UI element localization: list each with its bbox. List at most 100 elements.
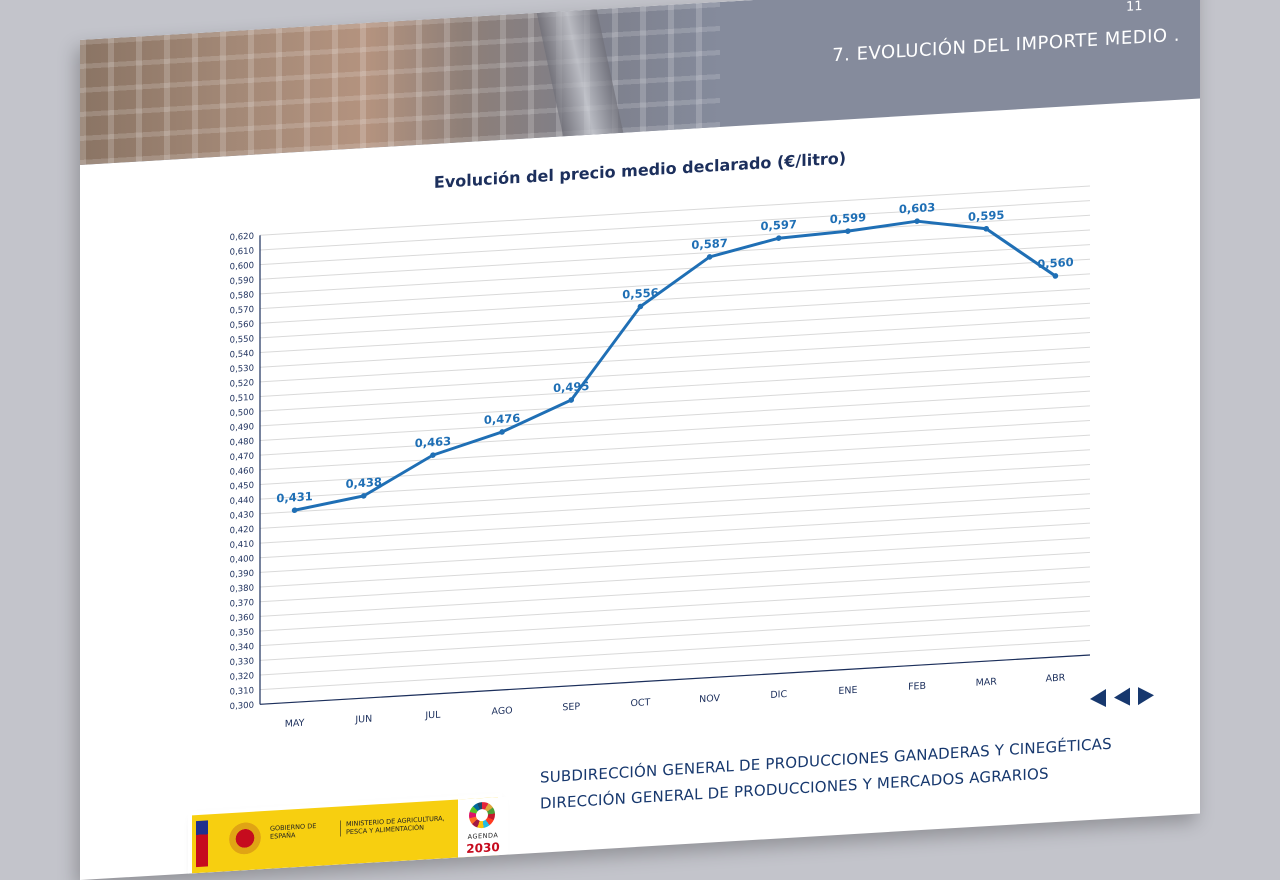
coat-of-arms-icon xyxy=(228,821,262,860)
gridline xyxy=(260,317,1090,368)
data-point xyxy=(983,225,990,232)
gridline xyxy=(260,595,1090,647)
y-tick-label: 0,510 xyxy=(230,393,254,404)
gridline xyxy=(260,390,1090,441)
data-point xyxy=(360,493,367,499)
data-labels: 0,431 0,438 0,463 0,476 0,495 0,556 0,587 0,597… xyxy=(276,200,1073,505)
gridline xyxy=(260,493,1090,544)
y-tick-label: 0,300 xyxy=(230,701,254,712)
first-page-icon[interactable] xyxy=(1090,689,1106,708)
y-tick-label: 0,400 xyxy=(230,554,254,565)
x-tick-label: JUN xyxy=(354,714,372,726)
gridline xyxy=(260,229,1090,280)
y-tick-label: 0,570 xyxy=(230,305,254,316)
data-label: 0,587 xyxy=(691,236,727,252)
gridline xyxy=(260,346,1090,398)
agenda-2030-badge: AGENDA 2030 xyxy=(458,796,508,858)
y-tick-label: 0,320 xyxy=(230,671,254,682)
data-label: 0,595 xyxy=(968,208,1004,224)
y-tick-label: 0,540 xyxy=(230,349,254,360)
y-tick-label: 0,580 xyxy=(230,290,254,301)
y-tick-label: 0,480 xyxy=(230,437,254,448)
data-point xyxy=(1052,273,1059,279)
series-line xyxy=(294,219,1057,512)
gridline xyxy=(260,332,1090,383)
y-tick-label: 0,340 xyxy=(230,642,254,653)
agenda-year: 2030 xyxy=(466,840,500,857)
y-tick-label: 0,310 xyxy=(230,686,254,697)
data-point xyxy=(499,429,505,435)
y-tick-label: 0,600 xyxy=(230,261,254,272)
gridline xyxy=(260,537,1090,588)
gridline xyxy=(260,507,1090,559)
data-label: 0,560 xyxy=(1037,255,1073,271)
y-tick-label: 0,430 xyxy=(230,510,254,521)
gridline xyxy=(260,244,1090,295)
data-point xyxy=(775,235,782,242)
gridline xyxy=(260,273,1090,324)
data-point xyxy=(637,303,644,310)
data-label: 0,599 xyxy=(830,210,866,226)
y-tick-label: 0,590 xyxy=(230,276,254,287)
x-tick-label: OCT xyxy=(630,697,650,709)
data-label: 0,495 xyxy=(553,379,589,395)
gridline xyxy=(260,522,1090,573)
y-tick-label: 0,560 xyxy=(230,320,254,331)
y-tick-label: 0,330 xyxy=(230,657,254,668)
y-tick-label: 0,500 xyxy=(230,408,254,419)
y-tick-label: 0,450 xyxy=(230,481,254,492)
x-tick-label: MAY xyxy=(285,718,305,730)
footer-text: SUBDIRECCIÓN GENERAL DE PRODUCCIONES GAN… xyxy=(540,727,1180,817)
gridline xyxy=(260,405,1090,456)
x-tick-label: ABR xyxy=(1046,672,1066,684)
x-tick-label: FEB xyxy=(908,681,926,693)
gridline xyxy=(260,419,1090,471)
y-tick-label: 0,470 xyxy=(230,452,254,463)
data-label: 0,556 xyxy=(622,285,658,301)
data-label: 0,431 xyxy=(276,489,312,505)
y-tick-label: 0,610 xyxy=(230,246,254,257)
x-tick-label: ENE xyxy=(838,685,857,697)
line-chart: 0,300 0,310 0,320 0,330 0,340 0,350 0,360 0,370… xyxy=(230,185,1090,730)
data-point xyxy=(568,397,575,403)
y-tick-label: 0,620 xyxy=(230,232,254,243)
data-label: 0,438 xyxy=(346,475,382,491)
series-group xyxy=(294,219,1057,512)
data-label: 0,463 xyxy=(415,434,451,450)
gridline xyxy=(260,434,1090,485)
data-point xyxy=(845,228,851,234)
y-tick-label: 0,390 xyxy=(230,569,254,580)
gridlines xyxy=(260,185,1090,705)
previous-page-icon[interactable] xyxy=(1114,687,1130,707)
gridline xyxy=(260,302,1090,354)
gridline xyxy=(260,639,1090,691)
y-tick-label: 0,410 xyxy=(230,539,254,550)
data-label: 0,603 xyxy=(899,200,935,216)
y-tick-label: 0,440 xyxy=(230,495,254,506)
gridline xyxy=(260,200,1090,251)
data-point xyxy=(914,218,920,224)
gridline xyxy=(260,214,1090,266)
y-tick-label: 0,460 xyxy=(230,466,254,477)
gridline xyxy=(260,610,1090,661)
y-tick-label: 0,420 xyxy=(230,525,254,536)
next-page-icon[interactable] xyxy=(1138,686,1154,706)
x-tick-label: DIC xyxy=(770,689,787,701)
y-tick-label: 0,370 xyxy=(230,598,254,609)
x-tick-label: AGO xyxy=(492,705,513,717)
gridline xyxy=(260,581,1090,632)
gridline xyxy=(260,478,1090,529)
data-label: 0,597 xyxy=(761,217,797,233)
gridline xyxy=(260,376,1090,427)
y-tick-label: 0,550 xyxy=(230,334,254,345)
y-tick-label: 0,350 xyxy=(230,627,254,638)
gridline xyxy=(260,566,1090,617)
report-page: 11 7. EVOLUCIÓN DEL IMPORTE MEDIO . Evol… xyxy=(80,0,1200,880)
data-points xyxy=(291,218,1059,514)
gridline xyxy=(260,463,1090,515)
flag-icon xyxy=(196,820,208,868)
y-tick-label: 0,520 xyxy=(230,378,254,389)
gridline xyxy=(260,449,1090,500)
x-tick-label: NOV xyxy=(699,693,720,705)
gridline xyxy=(260,551,1090,603)
